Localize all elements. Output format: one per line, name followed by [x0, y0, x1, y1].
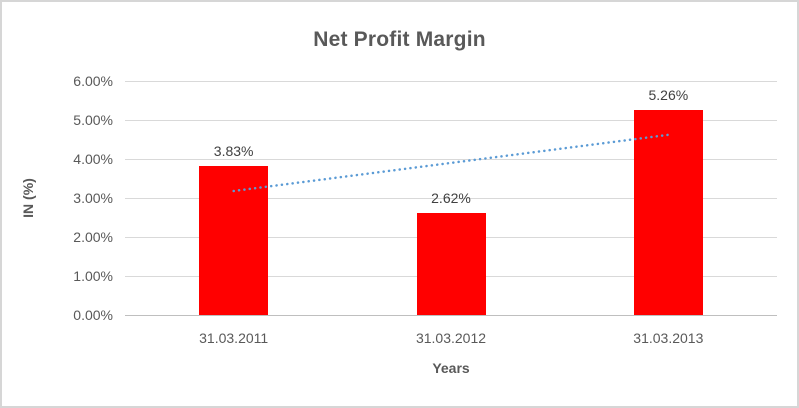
trendline [232, 133, 670, 193]
gridline [125, 120, 777, 121]
x-axis-title: Years [432, 360, 470, 376]
data-label: 2.62% [431, 189, 471, 206]
y-axis-title-text: IN (%) [20, 178, 36, 218]
x-axis-tick-label: 31.03.2011 [199, 330, 269, 346]
x-axis-tick-label: 31.03.2013 [633, 330, 704, 346]
gridline [125, 81, 777, 82]
y-axis-tick-label: 4.00% [73, 151, 113, 167]
y-axis-tick-label: 6.00% [73, 73, 113, 89]
y-axis-tick-label: 3.00% [73, 190, 113, 206]
data-label: 5.26% [648, 86, 689, 103]
data-label: 3.83% [213, 142, 254, 159]
x-axis-tick-label: 31.03.2012 [415, 330, 487, 346]
plot-area: 3.83% 2.62% 5.26% [125, 81, 777, 316]
y-axis-tick-label: 5.00% [73, 112, 113, 128]
trendline-path [232, 133, 670, 193]
y-axis-tick-label: 0.00% [73, 307, 113, 323]
bar-31.03.2012 [416, 212, 486, 315]
bar-31.03.2013 [633, 109, 703, 315]
y-axis-tick-label: 1.00% [73, 268, 113, 284]
gridline [125, 198, 777, 199]
gridline [125, 159, 777, 160]
x-axis-line [125, 315, 777, 316]
chart-title: Net Profit Margin [313, 28, 486, 51]
y-axis-tick-label: 2.00% [73, 229, 113, 245]
